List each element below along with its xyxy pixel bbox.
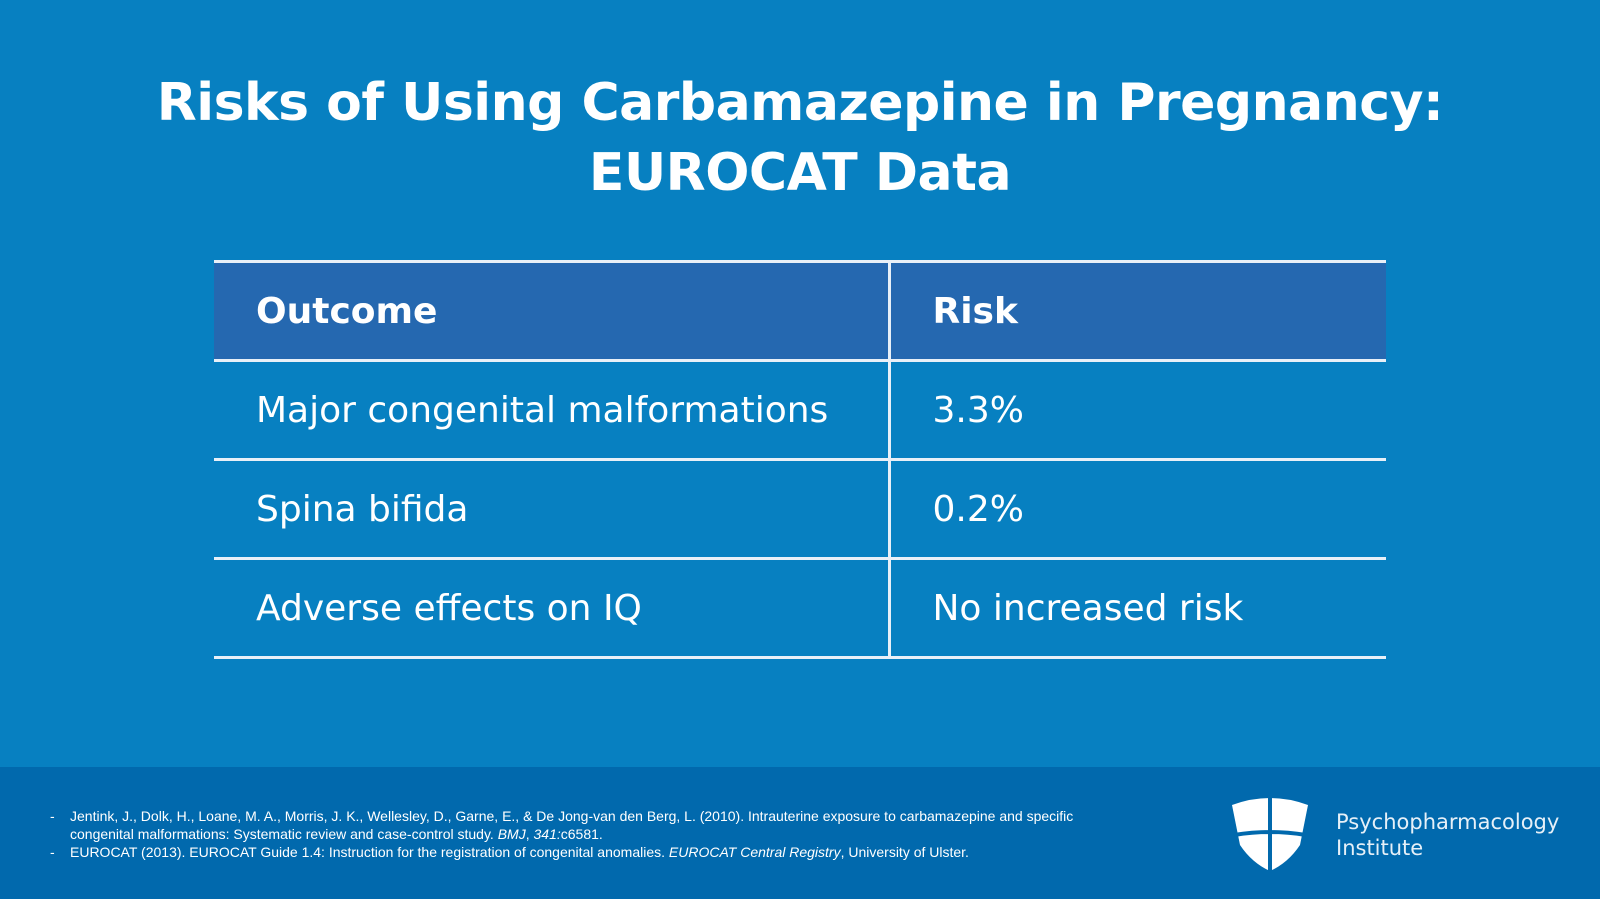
shield-logo-icon bbox=[1232, 797, 1308, 873]
header-risk: Risk bbox=[889, 260, 1386, 362]
risk-table: Outcome Risk Major congenital malformati… bbox=[214, 260, 1386, 659]
title-line-1: Risks of Using Carbamazepine in Pregnanc… bbox=[156, 73, 1444, 133]
outcome-cell: Major congenital malformations bbox=[214, 359, 891, 461]
ref-journal: BMJ bbox=[497, 826, 526, 842]
header-outcome: Outcome bbox=[214, 260, 891, 362]
ref-journal: EUROCAT Central Registry bbox=[668, 844, 841, 860]
ref-text: Jentink, J., Dolk, H., Loane, M. A., Mor… bbox=[70, 808, 1074, 842]
ref-volume: 341: bbox=[533, 826, 561, 842]
slide-title: Risks of Using Carbamazepine in Pregnanc… bbox=[0, 68, 1600, 208]
bullet-dash: - bbox=[50, 808, 55, 824]
table-row: Adverse effects on IQ No increased risk bbox=[214, 557, 1386, 659]
footer: - Jentink, J., Dolk, H., Loane, M. A., Mo… bbox=[0, 767, 1600, 899]
table-header-row: Outcome Risk bbox=[214, 260, 1386, 362]
brand-line-1: Psychopharmacology bbox=[1336, 810, 1560, 834]
risk-cell: 3.3% bbox=[889, 359, 1386, 461]
brand-name: Psychopharmacology Institute bbox=[1336, 809, 1559, 861]
outcome-cell: Adverse effects on IQ bbox=[214, 557, 891, 659]
brand-line-2: Institute bbox=[1336, 836, 1424, 860]
title-line-2: EUROCAT Data bbox=[588, 143, 1012, 203]
risk-cell: No increased risk bbox=[889, 557, 1386, 659]
ref-text: , bbox=[525, 826, 534, 842]
ref-text: , University of Ulster. bbox=[840, 844, 969, 860]
reference-item: - EUROCAT (2013). EUROCAT Guide 1.4: Inst… bbox=[50, 843, 1080, 861]
outcome-cell: Spina bifida bbox=[214, 458, 891, 560]
risk-cell: 0.2% bbox=[889, 458, 1386, 560]
table-row: Major congenital malformations 3.3% bbox=[214, 359, 1386, 461]
ref-text: c6581. bbox=[560, 826, 603, 842]
table-row: Spina bifida 0.2% bbox=[214, 458, 1386, 560]
reference-item: - Jentink, J., Dolk, H., Loane, M. A., Mo… bbox=[50, 807, 1080, 843]
ref-text: EUROCAT (2013). EUROCAT Guide 1.4: Instr… bbox=[70, 844, 669, 860]
bullet-dash: - bbox=[50, 844, 55, 860]
references: - Jentink, J., Dolk, H., Loane, M. A., Mo… bbox=[50, 807, 1080, 861]
